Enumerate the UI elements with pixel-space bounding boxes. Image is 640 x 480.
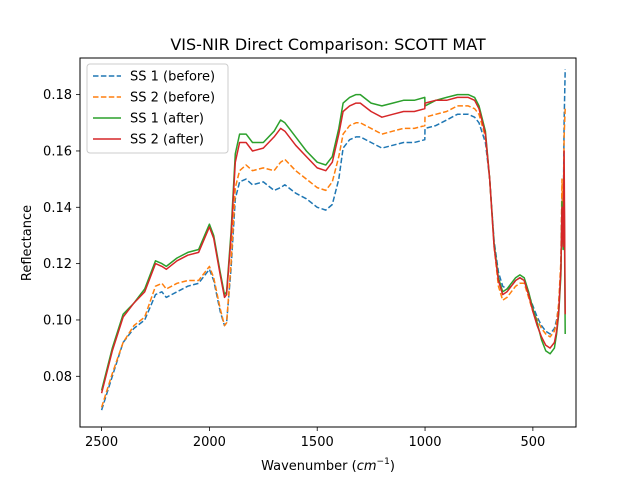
x-tick-label: 500	[520, 435, 545, 450]
x-axis-label-unit: cm	[357, 459, 377, 474]
x-tick-label: 1500	[301, 435, 334, 450]
y-axis-label: Reflectance	[20, 205, 35, 281]
y-tick-label: 0.12	[43, 257, 72, 272]
y-tick-label: 0.18	[43, 88, 72, 103]
series-line-4	[100, 96, 566, 394]
legend: SS 1 (before) SS 2 (before) SS 1 (after) SS…	[86, 63, 229, 154]
legend-label-3: SS 1 (after)	[130, 112, 204, 127]
x-axis-label-main: Wavenumber (	[261, 459, 357, 474]
axis-ticks: 2500 2000 1500 1000 500 0.08 0.10 0.12 0.14 0.16 0…	[43, 88, 545, 450]
legend-box	[86, 63, 229, 154]
y-tick-label: 0.10	[43, 313, 72, 328]
x-tick-label: 1000	[408, 435, 441, 450]
chart-title: VIS-NIR Direct Comparison: SCOTT MAT	[170, 35, 486, 54]
x-tick-label: 2000	[193, 435, 226, 450]
series-line-3	[100, 93, 566, 391]
y-tick-label: 0.16	[43, 144, 72, 159]
x-axis-label-close: )	[390, 459, 395, 474]
plot-frame	[79, 57, 577, 428]
legend-label-1: SS 1 (before)	[130, 70, 215, 85]
x-axis-label-exponent: −1	[377, 457, 390, 467]
plot-area	[100, 69, 566, 411]
legend-label-4: SS 2 (after)	[130, 133, 204, 148]
x-axis-label: Wavenumber (cm−1)	[261, 457, 395, 474]
series-line-1	[100, 69, 566, 411]
y-tick-label: 0.14	[43, 201, 72, 216]
legend-label-2: SS 2 (before)	[130, 91, 215, 106]
x-tick-label: 2500	[85, 435, 118, 450]
y-tick-label: 0.08	[43, 370, 72, 385]
